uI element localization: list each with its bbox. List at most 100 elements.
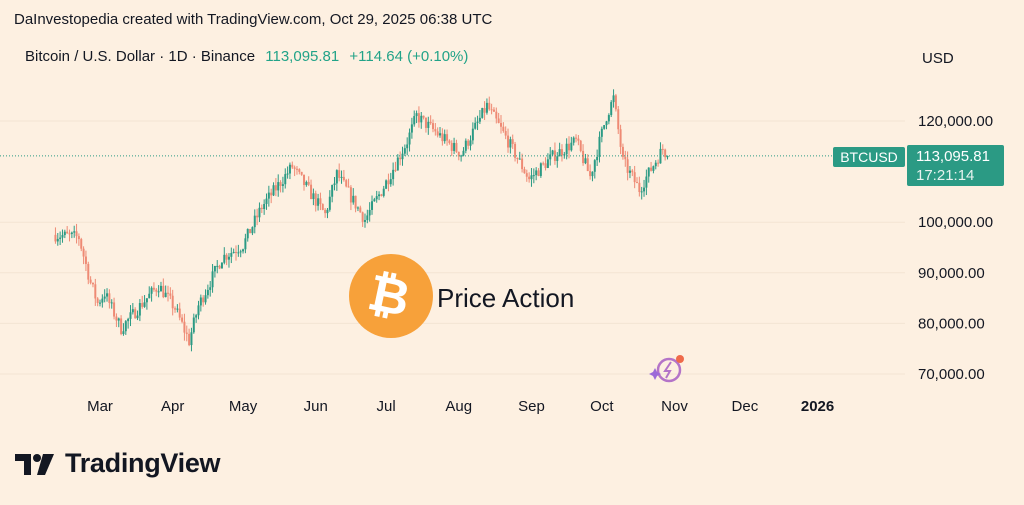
candle-body [249, 228, 252, 234]
candle-body [385, 180, 388, 189]
candle-body [263, 203, 266, 210]
candle-body [349, 187, 352, 203]
candle-body [122, 331, 125, 335]
candle-body [467, 140, 470, 146]
candle-body [298, 169, 301, 172]
candle-body [469, 140, 472, 146]
candle-body [267, 192, 270, 199]
candle-body [206, 289, 209, 296]
candle-body [225, 254, 228, 260]
candle-body [596, 156, 599, 161]
candle-body [413, 116, 416, 125]
candle-body [284, 174, 287, 185]
candle-body [633, 172, 636, 183]
price-axis: 120,000.00 100,000.00 90,000.00 80,000.00 70… [918, 113, 993, 383]
candle-body [61, 235, 64, 238]
candle-body [518, 158, 521, 160]
candle-body [103, 296, 106, 299]
candle-body [227, 256, 230, 260]
candle-body [232, 251, 235, 254]
candle-body [474, 122, 477, 129]
candle-body [115, 316, 118, 321]
candle-body [256, 215, 259, 218]
candle-body [319, 198, 322, 205]
candle-body [352, 195, 355, 203]
candle-body [570, 142, 573, 151]
candle-body [537, 170, 540, 176]
candle-body [174, 308, 177, 310]
candle-body [509, 139, 512, 148]
candle-body [326, 209, 329, 214]
candle-body [546, 159, 549, 168]
candle-body [507, 135, 510, 148]
candle-body [504, 131, 507, 136]
candle-body [514, 143, 517, 158]
price-tick-label: 80,000.00 [918, 315, 985, 332]
candle-body [157, 291, 160, 293]
candle-body [460, 155, 463, 157]
candle-body [523, 169, 526, 174]
candle-body [265, 198, 268, 204]
candle-body [551, 150, 554, 155]
candle-body [525, 173, 528, 177]
candle-body [387, 180, 390, 185]
candle-body [220, 262, 223, 269]
candle-body [106, 293, 109, 297]
candle-body [450, 142, 453, 151]
candle-body [321, 204, 324, 210]
candle-body [117, 318, 120, 321]
candle-body [558, 149, 561, 157]
candle-body [141, 303, 144, 307]
candle-body [382, 188, 385, 196]
candle-body [155, 289, 158, 292]
candle-body [661, 148, 664, 150]
candle-body [495, 111, 498, 119]
candle-body [120, 318, 123, 335]
candle-body [600, 128, 603, 137]
candle-body [80, 239, 83, 249]
candle-body [485, 102, 488, 113]
candle-body [399, 157, 402, 160]
candle-body [544, 163, 547, 168]
candle-body [345, 180, 348, 187]
candle-body [664, 149, 667, 158]
candle-body [314, 193, 317, 206]
candle-body [70, 232, 73, 234]
candle-body [131, 309, 134, 313]
time-tick-label: Sep [518, 398, 545, 415]
last-price-badge: 113,095.81 17:21:14 [907, 145, 1004, 186]
symbol-legend[interactable]: Bitcoin / U.S. Dollar · 1D · Binance 113… [25, 48, 468, 65]
candle-body [431, 123, 434, 130]
candle-body [579, 140, 582, 151]
candle-body [199, 297, 202, 306]
candle-body [223, 254, 226, 263]
candle-body [373, 199, 376, 202]
candle-body [640, 191, 643, 193]
price-axis-currency[interactable]: USD [922, 50, 954, 67]
sparkle-icon[interactable] [649, 354, 687, 386]
price-tick-label: 120,000.00 [918, 113, 993, 130]
candle-body [202, 297, 205, 303]
candle-body [453, 142, 456, 151]
last-price: 113,095.81 [265, 48, 340, 65]
candle-body [270, 192, 273, 196]
candle-body [439, 133, 442, 136]
candle-body [464, 140, 467, 151]
candle-series [54, 89, 669, 352]
candle-body [380, 194, 383, 196]
candle-body [542, 163, 545, 165]
candle-body [138, 303, 141, 316]
candle-body [286, 173, 289, 175]
candle-body [591, 171, 594, 177]
candle-body [532, 175, 535, 177]
candle-body [408, 132, 411, 145]
candle-body [317, 198, 320, 206]
tradingview-logo[interactable]: TradingView [15, 448, 221, 479]
candle-body [211, 271, 214, 288]
candle-body [417, 113, 420, 123]
candle-body [169, 293, 172, 296]
candle-body [441, 133, 444, 142]
candle-body [429, 121, 432, 124]
candle-body [528, 176, 531, 180]
